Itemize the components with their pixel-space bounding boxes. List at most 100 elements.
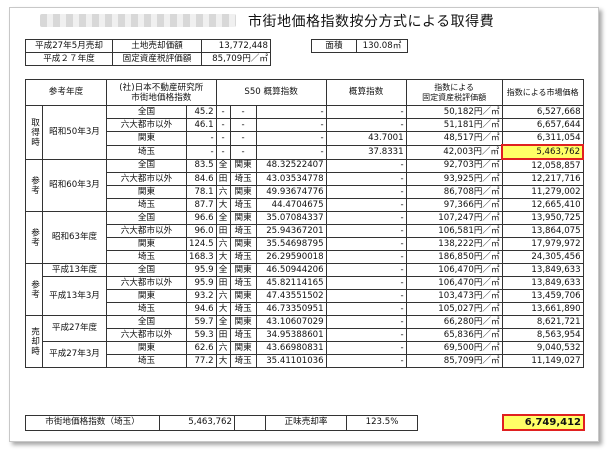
s50-cell: - xyxy=(255,118,327,132)
kind-cell: 六 xyxy=(215,185,231,199)
estimate-cell: - xyxy=(325,237,407,251)
tax-cell: 106,470円／㎡ xyxy=(405,276,503,290)
kind-cell: - xyxy=(215,105,231,119)
estimate-cell: - xyxy=(325,172,407,186)
region-cell: 六大都市以外 xyxy=(106,118,187,132)
region-cell: 六大都市以外 xyxy=(106,224,187,238)
market-price-cell: 13,459,706 xyxy=(501,289,584,303)
tax-cell: 51,181円／㎡ xyxy=(405,118,503,132)
area-cell: 関東 xyxy=(229,289,257,303)
area-cell: 埼玉 xyxy=(229,198,257,212)
area-cell: 関東 xyxy=(229,158,257,173)
area-cell: - xyxy=(229,144,257,160)
area-cell: 関東 xyxy=(229,237,257,251)
region-cell: 埼玉 xyxy=(106,144,187,160)
kind-cell: 大 xyxy=(215,354,231,368)
kind-cell: - xyxy=(215,131,231,146)
area-cell: 関東 xyxy=(229,211,257,225)
index-table: 参考年度 (社)日本不動産研究所 市街地価格指数 S50 概算指数 概算指数 指… xyxy=(25,79,585,368)
estimate-cell: - xyxy=(325,250,407,264)
tax-cell: 86,708円／㎡ xyxy=(405,185,503,199)
table-row: 六大都市以外 84.6 田埼玉 43.03534778-93,925円／㎡ 12,217… xyxy=(26,172,584,186)
index-cell: 94.6 xyxy=(186,302,217,316)
market-price-cell: 5,463,762 xyxy=(501,144,585,160)
area-cell: 埼玉 xyxy=(229,302,257,316)
header-index: (社)日本不動産研究所 市街地価格指数 xyxy=(106,79,217,106)
region-cell: 関東 xyxy=(106,237,187,251)
index-cell: 96.6 xyxy=(186,211,217,225)
table-row: 関東 - - - -43.7001 48,517円／㎡ 6,311,054 xyxy=(26,131,584,146)
market-price-cell: 24,305,456 xyxy=(501,250,584,264)
estimate-cell: 43.7001 xyxy=(325,131,407,146)
s50-cell: 46.73350951 xyxy=(255,302,327,316)
market-price-cell: 9,040,532 xyxy=(501,341,584,355)
estimate-cell: - xyxy=(325,198,407,212)
kind-cell: 田 xyxy=(215,328,231,342)
kind-cell: - xyxy=(215,144,231,160)
table-row: 六大都市以外 96.0 田埼玉 25.94367201-106,581円／㎡ 13,86… xyxy=(26,224,584,238)
area-value: 130.08㎡ xyxy=(356,39,408,53)
region-cell: 全国 xyxy=(106,211,187,225)
market-price-cell: 13,849,633 xyxy=(501,276,584,290)
region-cell: 関東 xyxy=(106,289,187,303)
tax-cell: 97,366円／㎡ xyxy=(405,198,503,212)
s50-cell: - xyxy=(255,144,327,160)
market-price-cell: 6,527,668 xyxy=(501,105,584,119)
area-cell: 関東 xyxy=(229,263,257,277)
s50-cell: 43.03534778 xyxy=(255,172,327,186)
tax-cell: 92,703円／㎡ xyxy=(405,158,503,173)
table-row: 取得時 昭和50年3月 全国 45.2- - - -50,182円／㎡ 6,527,668 xyxy=(25,105,584,160)
net-rate-label: 正味売却率 xyxy=(265,414,347,431)
market-price-cell: 8,621,721 xyxy=(501,315,584,329)
region-cell: 六大都市以外 xyxy=(106,328,187,342)
market-price-cell: 11,149,027 xyxy=(501,354,584,368)
tax-cell: 105,027円／㎡ xyxy=(405,302,503,316)
market-price-cell: 8,563,954 xyxy=(501,328,584,342)
tax-cell: 106,581円／㎡ xyxy=(405,224,503,238)
s50-cell: 45.82114165 xyxy=(255,276,327,290)
s50-cell: 35.54698795 xyxy=(255,237,327,251)
kind-cell: 田 xyxy=(215,276,231,290)
kind-cell: 大 xyxy=(215,198,231,212)
header-s50: S50 概算指数 xyxy=(215,79,327,106)
group-side-label: 参考 xyxy=(25,263,43,316)
estimate-cell: 37.8331 xyxy=(325,144,407,160)
estimate-cell: - xyxy=(325,289,407,303)
estimate-cell: - xyxy=(325,105,407,119)
group-side-label: 参考 xyxy=(25,158,43,212)
kind-cell: 大 xyxy=(215,302,231,316)
area-cell: - xyxy=(229,118,257,132)
area-cell: 埼玉 xyxy=(229,328,257,342)
index-cell: 62.6 xyxy=(186,341,217,355)
tax-cell: 107,247円／㎡ xyxy=(405,211,503,225)
s50-cell: 35.07084337 xyxy=(255,211,327,225)
net-rate-value: 123.5% xyxy=(346,414,418,431)
estimate-cell: - xyxy=(325,354,407,368)
blurred-header-text xyxy=(40,14,236,27)
tax-cell: 65,836円／㎡ xyxy=(405,328,503,342)
page-title: 市街地価格指数按分方式による取得費 xyxy=(248,14,495,30)
period-cell: 昭和63年度 xyxy=(42,211,107,264)
summary-table: 平成27年5月売却 土地売却価額 13,772,448 面積 130.08㎡ 平… xyxy=(25,39,408,66)
table-row: 平成27年3月 関東 62.6 六関東 43.66980831-69,500円／㎡ 9,0… xyxy=(26,341,584,368)
table-row: 埼玉 77.2 大埼玉 35.41101036-85,709円／㎡ 11,149,027 xyxy=(26,354,584,368)
final-result-value: 6,749,412 xyxy=(502,414,585,431)
header-market: 指数による市場価格 xyxy=(501,79,584,106)
kind-cell: 全 xyxy=(215,211,231,225)
area-cell: - xyxy=(229,105,257,119)
market-price-cell: 13,950,725 xyxy=(501,211,584,225)
s50-cell: 47.43551502 xyxy=(255,289,327,303)
index-cell: 46.1 xyxy=(186,118,217,132)
table-row: 埼玉 168.3 大埼玉 26.29590018-186,850円／㎡ 24,305,4… xyxy=(26,250,584,264)
market-price-cell: 12,217,716 xyxy=(501,172,584,186)
s50-cell: 49.93674776 xyxy=(255,185,327,199)
s50-cell: 34.95388601 xyxy=(255,328,327,342)
area-cell: 埼玉 xyxy=(229,172,257,186)
region-cell: 六大都市以外 xyxy=(106,276,187,290)
kind-cell: 田 xyxy=(215,224,231,238)
header-tax: 指数による 固定資産税評価額 xyxy=(405,79,503,106)
index-cell: - xyxy=(186,131,217,146)
region-cell: 埼玉 xyxy=(106,250,187,264)
kind-cell: 全 xyxy=(215,158,231,173)
table-row: 売却時 平成27年度 全国 59.7 全関東 43.10607029-66,280円／㎡ 8… xyxy=(25,315,584,368)
